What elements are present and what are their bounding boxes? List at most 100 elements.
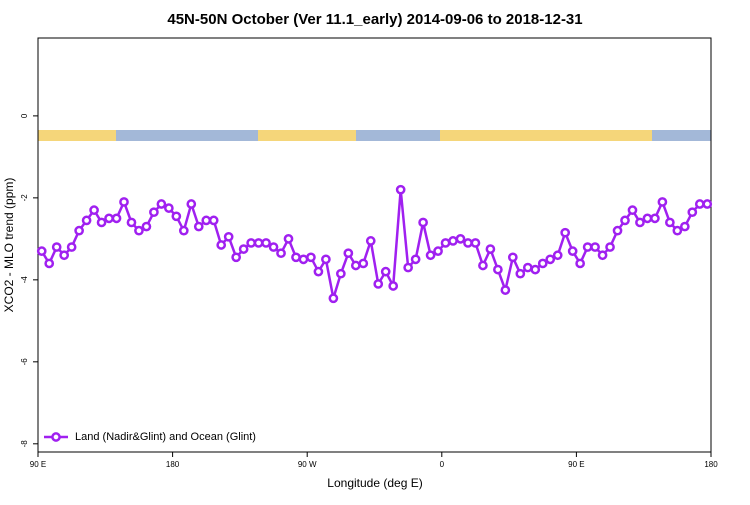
data-point	[276, 248, 286, 259]
data-point	[403, 262, 413, 273]
data-point	[66, 242, 77, 252]
data-point	[485, 244, 496, 254]
data-point	[455, 234, 466, 244]
data-point	[44, 258, 55, 269]
data-point	[149, 207, 159, 218]
data-point	[590, 242, 600, 252]
data-point	[119, 197, 129, 207]
plot-frame	[37, 37, 712, 453]
x-tick-label: 0	[440, 460, 445, 469]
x-tick-label: 180	[166, 460, 180, 469]
data-point	[238, 244, 249, 254]
data-point	[582, 242, 593, 252]
data-point	[350, 260, 361, 271]
data-point	[59, 250, 70, 261]
y-tick-label: 0	[20, 113, 29, 118]
data-point	[373, 279, 384, 289]
surface-band	[38, 130, 711, 141]
data-point	[246, 238, 256, 248]
data-point	[89, 205, 99, 216]
data-point	[493, 264, 503, 275]
data-point	[253, 238, 264, 248]
data-point	[410, 254, 421, 265]
data-point	[687, 207, 698, 218]
data-point	[545, 254, 556, 265]
data-point	[560, 227, 571, 238]
y-tick-label: -4	[20, 276, 29, 284]
data-point	[186, 199, 197, 209]
data-point	[208, 215, 219, 226]
x-axis-label: Longitude (deg E)	[327, 476, 422, 490]
land	[258, 130, 356, 141]
data-point	[650, 213, 660, 224]
data-point	[597, 250, 608, 261]
data-point	[672, 225, 683, 236]
data-point	[433, 246, 443, 256]
data-point	[440, 238, 451, 248]
y-axis-label: XCO2 - MLO trend (ppm)	[2, 178, 16, 313]
data-point	[231, 252, 242, 263]
data-point	[171, 211, 182, 222]
data-point	[612, 225, 623, 236]
data-point	[313, 266, 324, 277]
data-point	[141, 221, 152, 232]
data-point	[388, 281, 399, 291]
data-point	[164, 203, 174, 213]
x-tick-label: 180	[704, 460, 718, 469]
y-tick-label: -2	[20, 194, 29, 202]
data-point	[515, 268, 526, 279]
data-point	[134, 225, 144, 236]
data-point	[537, 258, 548, 269]
data-point	[395, 184, 406, 195]
data-point	[567, 246, 578, 256]
data-point	[702, 199, 713, 209]
legend-label: Land (Nadir&Glint) and Ocean (Glint)	[75, 431, 256, 443]
data-point	[291, 252, 301, 263]
data-point	[620, 215, 630, 226]
data-point	[575, 258, 585, 269]
data-point	[507, 252, 518, 263]
data-point	[343, 248, 354, 259]
legend-marker	[51, 432, 61, 442]
data-point	[223, 231, 234, 242]
data-point	[358, 258, 369, 269]
data-point	[463, 238, 473, 248]
data-point	[365, 236, 376, 246]
data-point	[665, 217, 675, 228]
x-tick-label: 90 E	[30, 460, 46, 469]
data-point	[111, 213, 122, 224]
data-point	[298, 254, 309, 265]
data-point	[156, 199, 167, 209]
data-point	[201, 215, 212, 226]
data-point	[448, 236, 458, 246]
data-point	[96, 217, 107, 228]
ocean	[38, 130, 711, 141]
data-point	[500, 285, 511, 295]
data-point	[268, 242, 279, 252]
data-point	[36, 246, 47, 256]
data-point	[321, 254, 331, 265]
data-point	[642, 213, 653, 224]
data-point	[694, 199, 705, 209]
data-point	[418, 217, 428, 228]
data-point	[81, 215, 92, 226]
data-point	[627, 205, 638, 216]
land	[440, 130, 652, 141]
land	[38, 130, 116, 141]
data-point	[657, 197, 668, 207]
data-point	[679, 221, 690, 232]
data-point	[380, 266, 391, 277]
data-point	[478, 260, 488, 271]
x-tick-label: 90 E	[568, 460, 584, 469]
y-tick-label: -6	[20, 358, 29, 366]
data-point	[261, 238, 271, 248]
data-point	[552, 250, 563, 261]
data-point	[328, 293, 339, 304]
data-point	[178, 225, 189, 236]
data-point	[306, 252, 316, 263]
data-point	[425, 250, 436, 261]
data-point	[74, 225, 84, 236]
data-point	[104, 213, 114, 224]
y-tick-label: -8	[20, 440, 29, 448]
data-point	[470, 238, 481, 248]
